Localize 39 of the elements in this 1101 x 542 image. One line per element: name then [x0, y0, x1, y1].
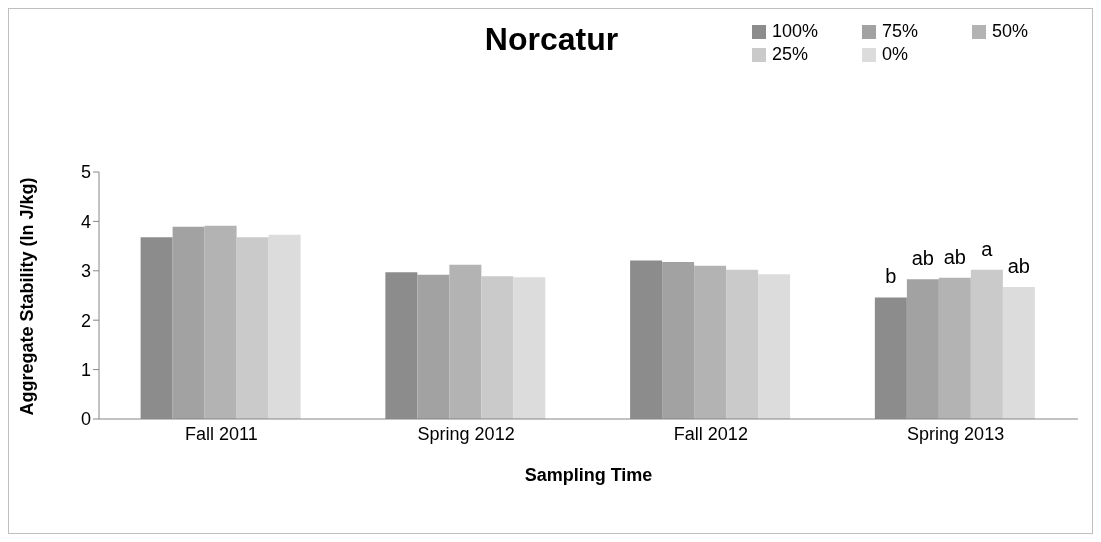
- legend-label: 50%: [992, 21, 1029, 42]
- x-tick-label: Fall 2011: [185, 423, 258, 444]
- chart-title: Norcatur: [484, 21, 619, 57]
- bar: [481, 276, 514, 419]
- y-tick-label: 0: [80, 409, 91, 430]
- bar: [268, 234, 301, 419]
- data-label: ab: [911, 247, 934, 270]
- data-label: ab: [1007, 255, 1030, 278]
- x-tick-label: Fall 2012: [673, 423, 748, 444]
- data-label: ab: [943, 245, 966, 268]
- bar: [662, 261, 695, 419]
- bar: [204, 225, 237, 419]
- legend-label: 75%: [882, 21, 919, 42]
- bar: [236, 237, 269, 419]
- bar: [906, 279, 939, 419]
- bar: [513, 277, 546, 419]
- legend-label: 0%: [882, 44, 909, 65]
- bar: [1002, 287, 1035, 419]
- bar: [970, 269, 1003, 419]
- bar: [417, 274, 450, 419]
- legend-label: 25%: [772, 44, 809, 65]
- y-tick-label: 3: [80, 261, 91, 282]
- bar: [172, 226, 205, 419]
- bar: [726, 269, 759, 419]
- x-tick-label: Spring 2012: [417, 423, 515, 444]
- bar: [449, 264, 482, 419]
- x-tick-label: Spring 2013: [907, 423, 1005, 444]
- x-axis-title: Sampling Time: [524, 465, 653, 485]
- data-label: a: [981, 237, 994, 260]
- bar: [758, 274, 791, 419]
- y-axis-title: Aggregate Stability (ln J/kg): [17, 177, 38, 416]
- y-tick-label: 5: [80, 162, 91, 183]
- legend-label: 100%: [772, 21, 819, 42]
- y-tick-label: 4: [80, 211, 91, 232]
- bar: [938, 277, 971, 419]
- y-tick-label: 2: [80, 310, 91, 331]
- data-label: b: [885, 265, 897, 288]
- bar: [694, 265, 727, 419]
- y-tick-label: 1: [80, 359, 91, 380]
